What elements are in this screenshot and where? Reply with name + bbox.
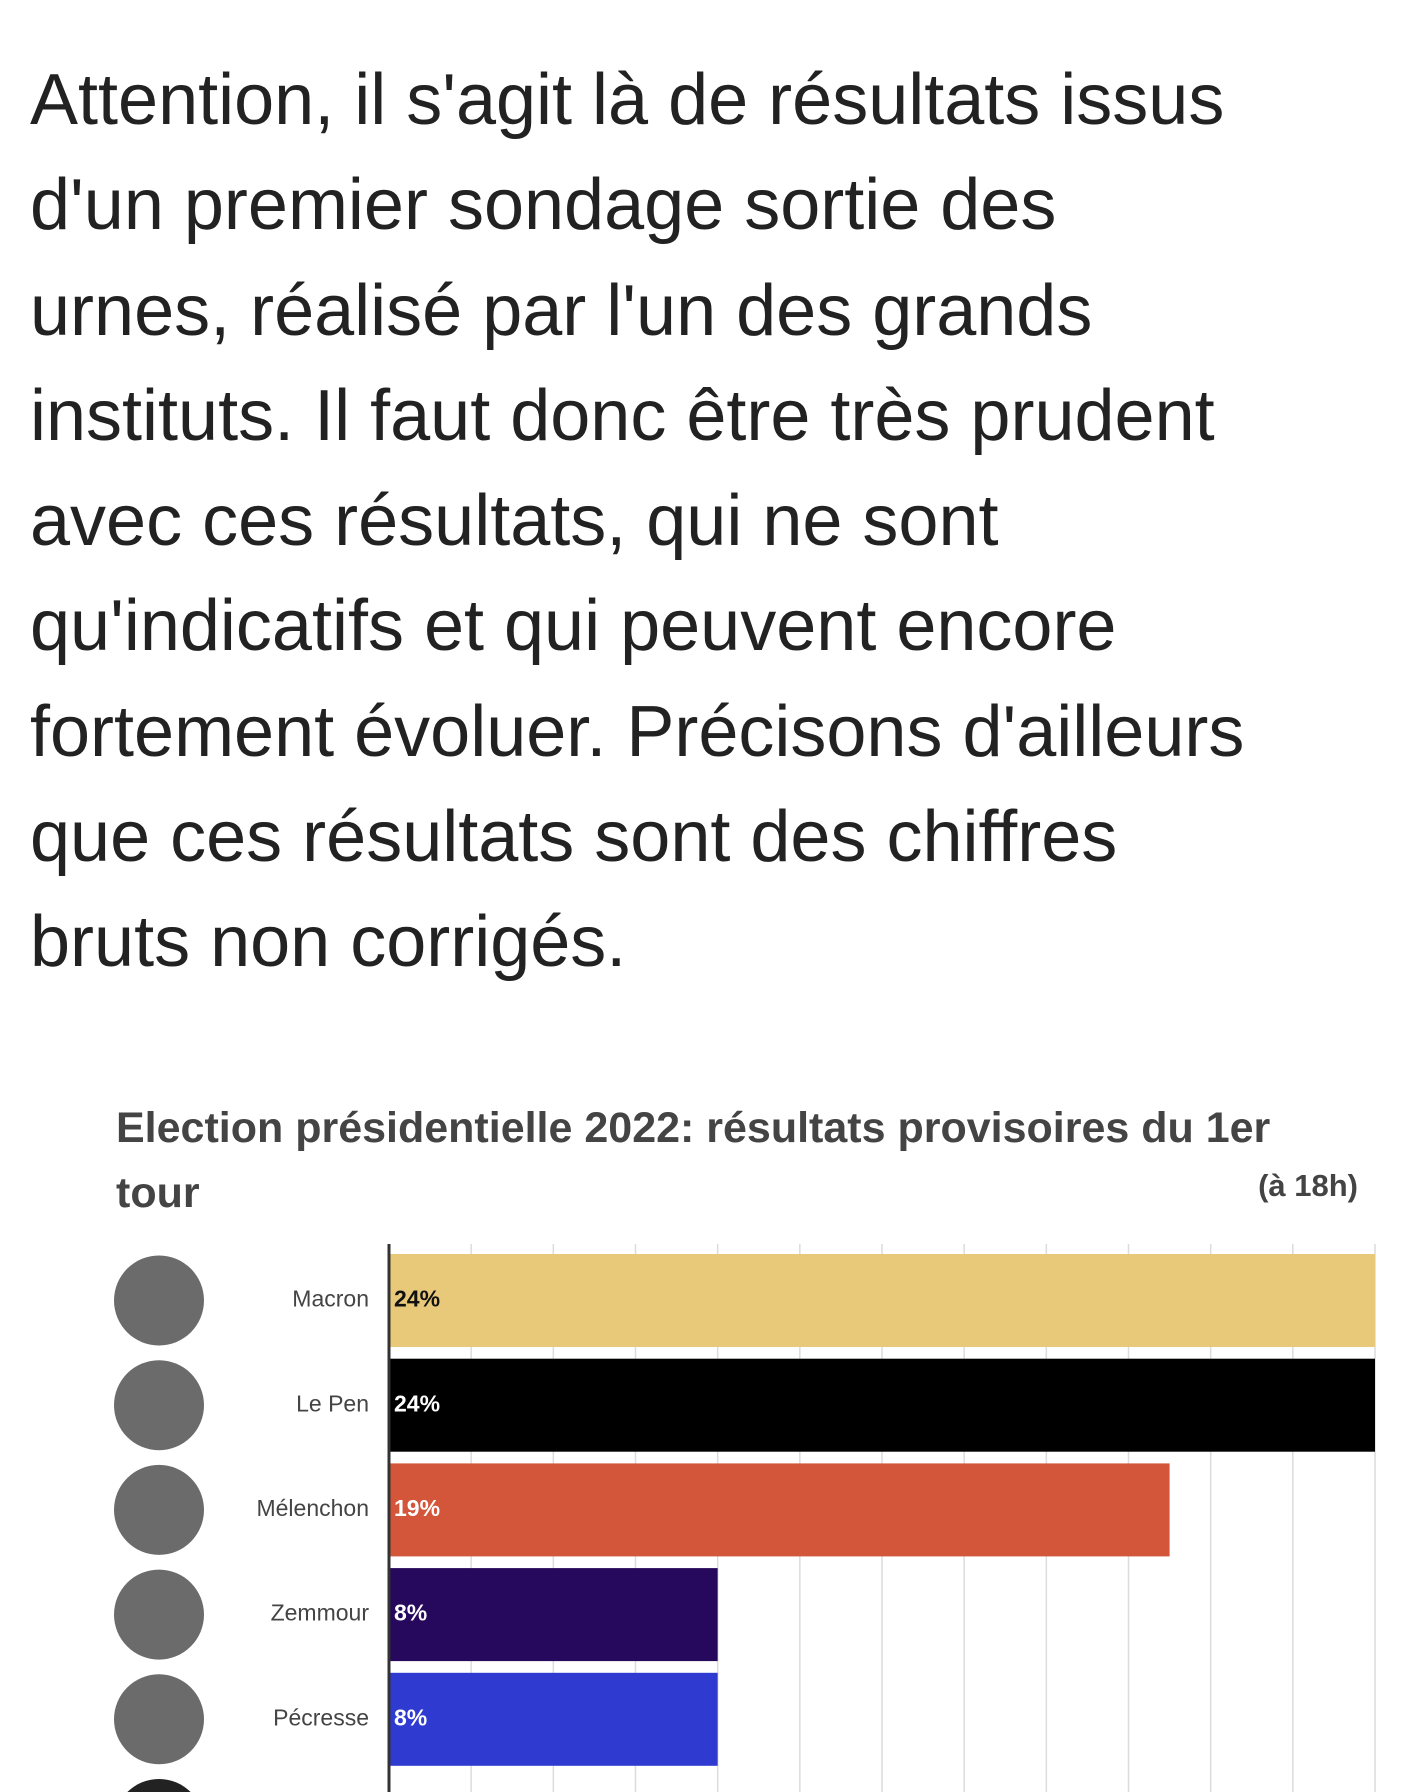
category-label: Pécresse bbox=[273, 1704, 369, 1730]
portrait bbox=[114, 1569, 204, 1660]
portrait bbox=[114, 1674, 204, 1765]
portrait bbox=[114, 1360, 204, 1451]
bar bbox=[389, 1568, 718, 1662]
portrait bbox=[114, 1464, 204, 1555]
category-label: Le Pen bbox=[296, 1390, 369, 1416]
text-line: instituts. Il faut donc être très pruden… bbox=[30, 375, 1215, 456]
portrait bbox=[127, 1779, 191, 1792]
text-line: d'un premier sondage sortie des bbox=[30, 165, 1057, 246]
value-label: 8% bbox=[394, 1600, 427, 1626]
portrait bbox=[114, 1255, 204, 1346]
bar bbox=[389, 1358, 1375, 1452]
bar bbox=[389, 1254, 1375, 1347]
category-label: Mélenchon bbox=[256, 1495, 369, 1521]
chart-title: Election présidentielle 2022: résultats … bbox=[116, 1104, 1271, 1217]
value-label: 8% bbox=[394, 1704, 427, 1730]
chart-subtitle: (à 18h) bbox=[1258, 1168, 1358, 1203]
text-line: urnes, réalisé par l'un des grands bbox=[30, 270, 1093, 351]
value-label: 24% bbox=[394, 1286, 440, 1312]
value-label: 19% bbox=[394, 1495, 440, 1521]
text-line: fortement évoluer. Précisons d'ailleurs bbox=[30, 691, 1245, 772]
text-line: qu'indicatifs et qui peuvent encore bbox=[30, 586, 1117, 667]
category-label: Macron bbox=[292, 1286, 369, 1312]
bar bbox=[389, 1672, 718, 1766]
text-line: avec ces résultats, qui ne sont bbox=[30, 481, 999, 562]
bar bbox=[389, 1463, 1170, 1557]
value-label: 24% bbox=[394, 1390, 440, 1416]
category-label: Zemmour bbox=[271, 1600, 370, 1626]
text-line: Attention, il s'agit là de résultats iss… bbox=[30, 60, 1225, 140]
article-text: Attention, il s'agit là de résultats iss… bbox=[30, 48, 1244, 996]
text-line: bruts non corrigés. bbox=[30, 902, 627, 983]
text-line: que ces résultats sont des chiffres bbox=[30, 797, 1118, 878]
